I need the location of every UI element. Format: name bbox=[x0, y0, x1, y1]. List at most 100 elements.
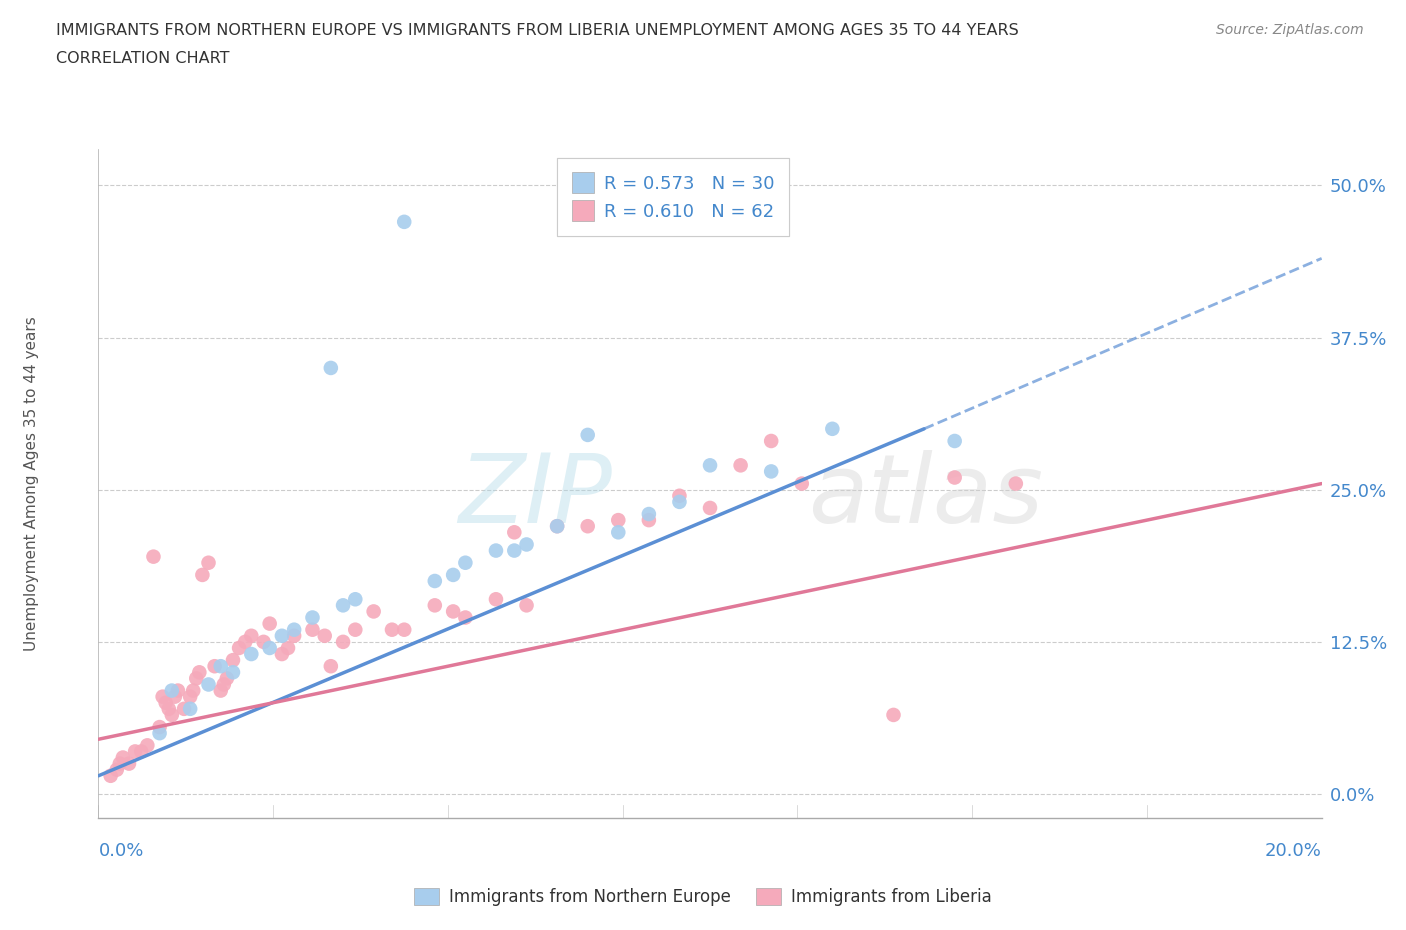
Text: Unemployment Among Ages 35 to 44 years: Unemployment Among Ages 35 to 44 years bbox=[24, 316, 38, 651]
Point bbox=[240, 629, 263, 644]
Point bbox=[546, 519, 568, 534]
Point bbox=[699, 458, 721, 472]
Point bbox=[607, 512, 630, 527]
Point bbox=[228, 641, 250, 656]
Point bbox=[277, 641, 299, 656]
Point bbox=[546, 519, 568, 534]
Point bbox=[197, 555, 219, 570]
Point bbox=[441, 567, 464, 582]
Point bbox=[270, 629, 294, 644]
Point bbox=[212, 677, 235, 692]
Point bbox=[1004, 476, 1026, 491]
Point bbox=[188, 665, 211, 680]
Point bbox=[301, 610, 323, 625]
Point bbox=[319, 658, 342, 673]
Point bbox=[191, 567, 214, 582]
Point bbox=[332, 634, 354, 649]
Point bbox=[319, 361, 342, 376]
Point bbox=[314, 629, 336, 644]
Point bbox=[699, 500, 721, 515]
Point bbox=[516, 598, 538, 613]
Text: Source: ZipAtlas.com: Source: ZipAtlas.com bbox=[1216, 23, 1364, 37]
Text: atlas: atlas bbox=[808, 450, 1043, 543]
Point bbox=[883, 708, 905, 723]
Point bbox=[821, 421, 844, 436]
Point bbox=[157, 701, 180, 716]
Point bbox=[270, 646, 294, 661]
Point bbox=[503, 525, 526, 539]
Point bbox=[167, 684, 190, 698]
Point bbox=[233, 634, 256, 649]
Point bbox=[392, 622, 416, 637]
Point bbox=[179, 689, 201, 704]
Point bbox=[108, 756, 131, 771]
Point bbox=[332, 598, 354, 613]
Point bbox=[503, 543, 526, 558]
Point bbox=[222, 653, 245, 668]
Point bbox=[179, 701, 201, 716]
Point bbox=[160, 708, 183, 723]
Point bbox=[100, 768, 122, 783]
Point bbox=[197, 677, 219, 692]
Point bbox=[186, 671, 208, 685]
Point bbox=[943, 433, 966, 448]
Point bbox=[105, 763, 128, 777]
Text: 0.0%: 0.0% bbox=[98, 842, 143, 859]
Point bbox=[454, 555, 477, 570]
Point bbox=[152, 689, 174, 704]
Point bbox=[252, 634, 274, 649]
Point bbox=[209, 684, 232, 698]
Point bbox=[136, 737, 159, 752]
Point bbox=[240, 646, 263, 661]
Point bbox=[668, 495, 690, 510]
Point bbox=[454, 610, 477, 625]
Point bbox=[668, 488, 690, 503]
Point bbox=[344, 591, 367, 606]
Point bbox=[363, 604, 385, 618]
Point bbox=[283, 622, 305, 637]
Legend: Immigrants from Northern Europe, Immigrants from Liberia: Immigrants from Northern Europe, Immigra… bbox=[408, 881, 998, 912]
Point bbox=[423, 574, 446, 589]
Point bbox=[607, 525, 630, 539]
Point bbox=[209, 658, 232, 673]
Point bbox=[576, 428, 599, 443]
Point bbox=[392, 215, 416, 230]
Point bbox=[215, 671, 238, 685]
Point bbox=[638, 512, 661, 527]
Point bbox=[301, 622, 323, 637]
Legend: R = 0.573   N = 30, R = 0.610   N = 62: R = 0.573 N = 30, R = 0.610 N = 62 bbox=[557, 158, 789, 235]
Point bbox=[142, 550, 165, 565]
Point bbox=[423, 598, 446, 613]
Point bbox=[204, 658, 226, 673]
Text: 20.0%: 20.0% bbox=[1265, 842, 1322, 859]
Text: ZIP: ZIP bbox=[458, 450, 612, 543]
Point bbox=[155, 696, 177, 711]
Point bbox=[259, 617, 281, 631]
Point bbox=[149, 725, 172, 740]
Point bbox=[173, 701, 195, 716]
Text: IMMIGRANTS FROM NORTHERN EUROPE VS IMMIGRANTS FROM LIBERIA UNEMPLOYMENT AMONG AG: IMMIGRANTS FROM NORTHERN EUROPE VS IMMIG… bbox=[56, 23, 1019, 38]
Point bbox=[381, 622, 404, 637]
Point bbox=[441, 604, 464, 618]
Point bbox=[761, 464, 783, 479]
Point bbox=[283, 629, 305, 644]
Point bbox=[638, 507, 661, 522]
Point bbox=[129, 744, 152, 759]
Text: CORRELATION CHART: CORRELATION CHART bbox=[56, 51, 229, 66]
Point bbox=[163, 689, 186, 704]
Point bbox=[160, 684, 183, 698]
Point bbox=[943, 470, 966, 485]
Point bbox=[485, 591, 508, 606]
Point bbox=[124, 744, 146, 759]
Point bbox=[761, 433, 783, 448]
Point bbox=[222, 665, 245, 680]
Point bbox=[576, 519, 599, 534]
Point bbox=[118, 756, 141, 771]
Point bbox=[149, 720, 172, 735]
Point bbox=[344, 622, 367, 637]
Point bbox=[181, 684, 204, 698]
Point bbox=[111, 751, 134, 765]
Point bbox=[485, 543, 508, 558]
Point bbox=[790, 476, 813, 491]
Point bbox=[259, 641, 281, 656]
